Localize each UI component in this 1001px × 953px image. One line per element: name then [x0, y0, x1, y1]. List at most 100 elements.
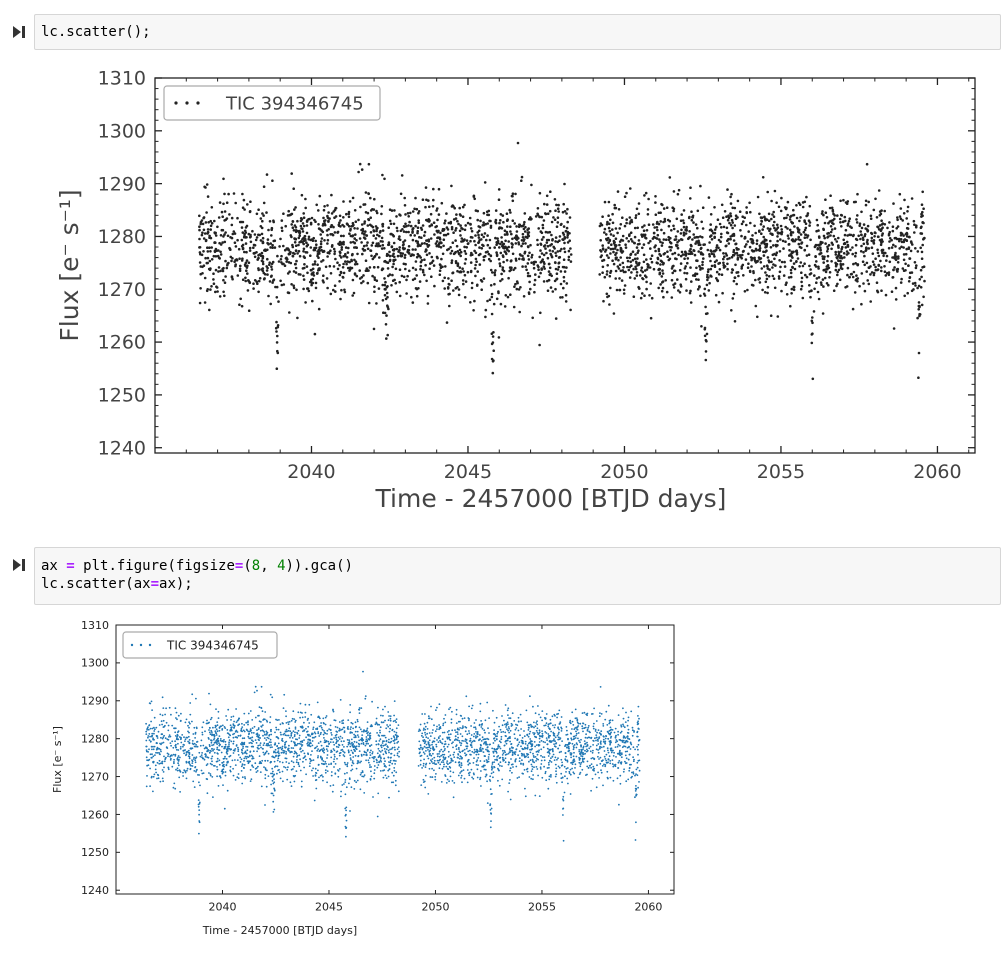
data-point [302, 212, 306, 215]
data-point [732, 279, 736, 283]
data-point [376, 233, 379, 237]
data-point [871, 260, 875, 263]
data-point [848, 276, 851, 279]
data-point [527, 291, 531, 294]
data-point [663, 252, 667, 255]
data-point [598, 224, 602, 228]
run-cell-icon[interactable] [12, 557, 26, 573]
data-point [318, 268, 321, 271]
data-point [172, 753, 175, 756]
data-point [214, 268, 218, 272]
data-point [398, 294, 402, 298]
data-point [300, 726, 303, 729]
data-point [326, 754, 329, 756]
data-point [245, 236, 248, 239]
data-point [826, 264, 830, 267]
code-editor[interactable]: lc.scatter(); [34, 14, 1001, 50]
data-point [250, 729, 252, 732]
data-point [413, 234, 417, 237]
data-point [714, 225, 718, 229]
data-point [510, 245, 514, 249]
data-point [277, 300, 280, 303]
data-point [271, 246, 274, 249]
data-point [232, 740, 235, 743]
data-point [265, 739, 268, 741]
data-point [159, 780, 162, 783]
data-point [758, 230, 761, 233]
data-point [421, 224, 425, 227]
data-point [424, 205, 427, 209]
data-point [243, 763, 246, 766]
data-point [442, 228, 446, 231]
data-point [768, 260, 771, 264]
data-point [403, 204, 407, 207]
data-point [350, 749, 353, 752]
data-point [234, 263, 237, 266]
data-point [507, 245, 511, 249]
data-point [313, 260, 317, 263]
data-point [151, 748, 153, 751]
data-point [922, 207, 925, 210]
data-point [283, 264, 287, 267]
data-point [874, 197, 877, 201]
data-point [277, 747, 280, 750]
data-point [508, 208, 512, 212]
data-point [234, 764, 237, 766]
data-point [494, 269, 497, 272]
data-point [344, 246, 348, 249]
code-editor[interactable]: ax = plt.figure(figsize=(8, 4)).gca() lc… [34, 547, 1001, 605]
data-point [223, 294, 226, 298]
data-point [271, 696, 274, 699]
data-point [562, 280, 566, 283]
data-point [322, 779, 324, 782]
data-point [271, 260, 275, 264]
data-point [260, 685, 263, 688]
data-point [710, 238, 714, 241]
data-point [236, 759, 239, 761]
data-point [330, 774, 333, 777]
data-point [206, 792, 209, 795]
data-point [800, 276, 804, 280]
data-point [264, 767, 267, 770]
data-point [689, 301, 693, 304]
data-point [476, 231, 480, 234]
data-point [793, 267, 797, 271]
data-point [256, 770, 259, 772]
data-point [269, 716, 272, 718]
data-point [270, 226, 274, 230]
run-cell-icon[interactable] [12, 24, 26, 40]
data-point [822, 268, 825, 272]
data-point [177, 756, 179, 759]
data-point [383, 260, 386, 263]
data-point [391, 279, 395, 282]
data-point [356, 252, 359, 256]
data-point [474, 251, 478, 255]
data-point [160, 736, 162, 739]
data-point [235, 721, 238, 723]
data-point [198, 832, 200, 835]
data-point [888, 221, 891, 224]
data-point [402, 225, 406, 228]
data-point [800, 284, 804, 288]
data-point [829, 194, 832, 197]
data-point [423, 258, 426, 261]
data-point [845, 253, 849, 256]
data-point [612, 234, 615, 237]
data-point [171, 754, 173, 757]
data-point [219, 269, 222, 273]
data-point [254, 767, 257, 770]
data-point [494, 209, 498, 212]
data-point [846, 273, 849, 277]
data-point [450, 279, 453, 282]
data-point [894, 251, 897, 255]
data-point [747, 252, 750, 256]
data-point [644, 191, 648, 195]
data-point [229, 728, 232, 731]
data-point [649, 257, 653, 261]
data-point [314, 746, 317, 749]
data-point [242, 235, 246, 239]
data-point [729, 202, 733, 205]
data-point [370, 244, 374, 247]
data-point [203, 758, 206, 761]
data-point [248, 761, 250, 763]
